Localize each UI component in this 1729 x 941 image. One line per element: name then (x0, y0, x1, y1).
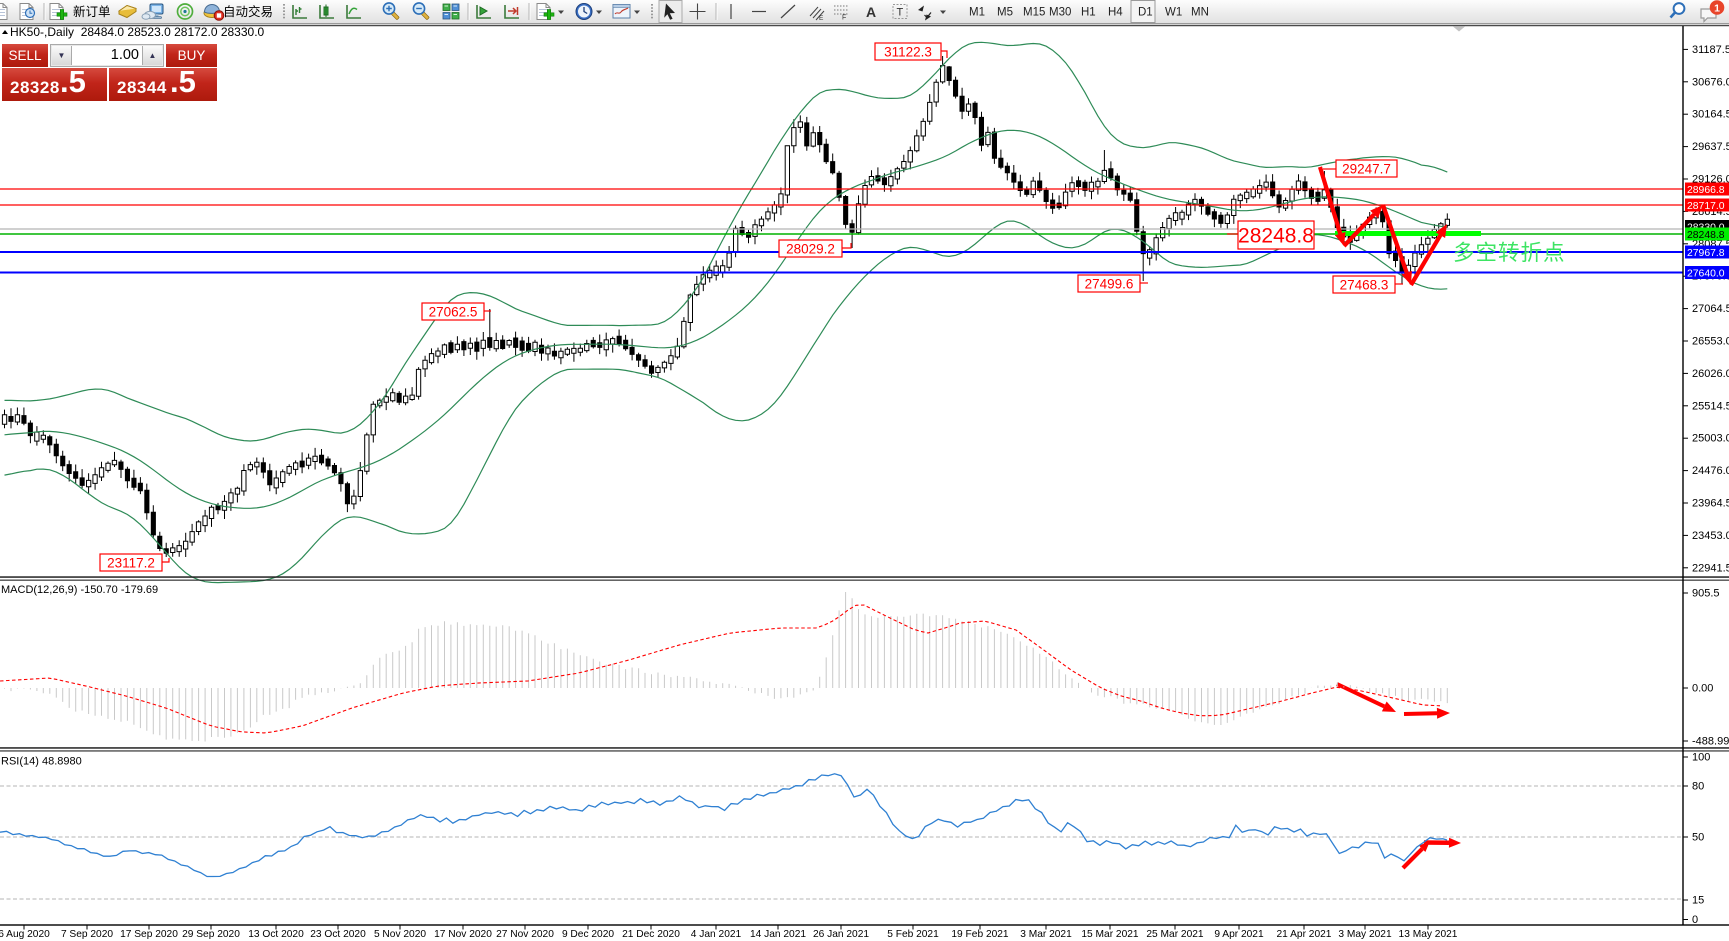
svg-text:4 Jan 2021: 4 Jan 2021 (691, 929, 742, 940)
svg-text:29 Sep 2020: 29 Sep 2020 (182, 929, 240, 940)
svg-text:27967.8: 27967.8 (1687, 248, 1725, 259)
svg-text:5 Nov 2020: 5 Nov 2020 (374, 929, 426, 940)
svg-text:M5: M5 (997, 7, 1013, 19)
svg-text:M15: M15 (1023, 7, 1045, 19)
svg-text:-488.99: -488.99 (1692, 736, 1729, 748)
svg-text:27499.6: 27499.6 (1085, 276, 1134, 291)
svg-text:H4: H4 (1108, 7, 1123, 19)
svg-text:19 Feb 2021: 19 Feb 2021 (951, 929, 1009, 940)
svg-text:自动交易: 自动交易 (223, 4, 273, 19)
svg-text:27640.0: 27640.0 (1687, 269, 1725, 280)
svg-text:23964.5: 23964.5 (1692, 498, 1729, 510)
svg-text:27 Nov 2020: 27 Nov 2020 (496, 929, 554, 940)
svg-text:22941.5: 22941.5 (1692, 562, 1729, 574)
svg-text:21 Dec 2020: 21 Dec 2020 (622, 929, 680, 940)
svg-text:28029.2: 28029.2 (786, 241, 835, 256)
svg-text:MACD(12,26,9) -150.70 -179.69: MACD(12,26,9) -150.70 -179.69 (1, 584, 158, 596)
svg-text:27062.5: 27062.5 (429, 304, 478, 319)
svg-text:MN: MN (1191, 7, 1209, 19)
svg-text:80: 80 (1692, 781, 1704, 793)
svg-text:6 Aug 2020: 6 Aug 2020 (0, 929, 50, 940)
svg-text:29247.7: 29247.7 (1342, 161, 1391, 176)
svg-text:D1: D1 (1138, 7, 1153, 19)
svg-text:30676.0: 30676.0 (1692, 76, 1729, 88)
svg-text:905.5: 905.5 (1692, 588, 1720, 600)
svg-text:23117.2: 23117.2 (107, 555, 155, 570)
svg-text:新订单: 新订单 (73, 4, 111, 19)
svg-text:25514.5: 25514.5 (1692, 400, 1729, 412)
svg-text:27468.3: 27468.3 (1340, 277, 1389, 292)
svg-text:W1: W1 (1165, 7, 1182, 19)
svg-text:A: A (866, 4, 876, 20)
svg-text:26026.0: 26026.0 (1692, 368, 1729, 380)
svg-text:26 Jan 2021: 26 Jan 2021 (813, 929, 869, 940)
svg-text:29637.5: 29637.5 (1692, 141, 1729, 153)
svg-text:27064.5: 27064.5 (1692, 303, 1729, 315)
svg-text:26553.0: 26553.0 (1692, 336, 1729, 348)
svg-text:0.00: 0.00 (1692, 683, 1713, 695)
svg-text:31187.5: 31187.5 (1692, 44, 1729, 56)
svg-text:17 Nov 2020: 17 Nov 2020 (434, 929, 492, 940)
svg-text:31122.3: 31122.3 (884, 44, 932, 59)
svg-text:H1: H1 (1081, 7, 1096, 19)
svg-text:7 Sep 2020: 7 Sep 2020 (61, 929, 113, 940)
svg-text:T: T (897, 7, 904, 19)
svg-text:30164.5: 30164.5 (1692, 109, 1729, 121)
svg-text:25 Mar 2021: 25 Mar 2021 (1146, 929, 1204, 940)
svg-text:HK50-,Daily 28484.0 28523.0 2: HK50-,Daily 28484.0 28523.0 28172.0 2833… (10, 25, 265, 39)
svg-text:RSI(14) 48.8980: RSI(14) 48.8980 (1, 756, 82, 768)
svg-text:100: 100 (1692, 752, 1710, 764)
svg-text:3 May 2021: 3 May 2021 (1338, 929, 1392, 940)
svg-text:25003.0: 25003.0 (1692, 433, 1729, 445)
svg-text:28248.8: 28248.8 (1238, 225, 1314, 248)
svg-text:M1: M1 (969, 7, 985, 19)
svg-text:13 May 2021: 13 May 2021 (1399, 929, 1458, 940)
svg-text:50: 50 (1692, 832, 1704, 844)
svg-text:F: F (842, 15, 846, 22)
svg-text:9 Apr 2021: 9 Apr 2021 (1214, 929, 1264, 940)
svg-text:28248.8: 28248.8 (1687, 230, 1725, 241)
svg-text:15 Mar 2021: 15 Mar 2021 (1081, 929, 1139, 940)
svg-text:5 Feb 2021: 5 Feb 2021 (887, 929, 939, 940)
svg-text:21 Apr 2021: 21 Apr 2021 (1277, 929, 1332, 940)
svg-text:M30: M30 (1049, 7, 1071, 19)
svg-text:23453.0: 23453.0 (1692, 530, 1729, 542)
svg-text:0: 0 (1692, 914, 1698, 926)
svg-text:9 Dec 2020: 9 Dec 2020 (562, 929, 614, 940)
svg-text:E: E (819, 15, 824, 22)
svg-text:13 Oct 2020: 13 Oct 2020 (248, 929, 304, 940)
svg-text:28966.8: 28966.8 (1687, 185, 1725, 196)
svg-text:多空转折点: 多空转折点 (1453, 241, 1566, 265)
svg-text:24476.0: 24476.0 (1692, 465, 1729, 477)
svg-text:17 Sep 2020: 17 Sep 2020 (120, 929, 178, 940)
svg-text:23 Oct 2020: 23 Oct 2020 (310, 929, 366, 940)
svg-text:15: 15 (1692, 895, 1704, 907)
svg-text:28717.0: 28717.0 (1687, 201, 1725, 212)
svg-text:14 Jan 2021: 14 Jan 2021 (750, 929, 806, 940)
svg-text:1: 1 (1714, 3, 1720, 15)
svg-text:3 Mar 2021: 3 Mar 2021 (1020, 929, 1072, 940)
